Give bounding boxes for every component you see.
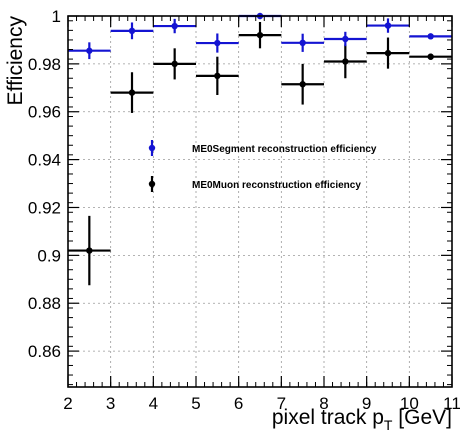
x-tick-label: 8 <box>319 394 328 413</box>
x-tick-label: 4 <box>149 394 158 413</box>
data-point-muon <box>342 58 349 65</box>
data-point-segment <box>342 35 349 43</box>
x-tick-label: 11 <box>443 394 461 413</box>
axis-ticks: 2 3 4 5 6 7 8 9 10 11 0.86 0.88 0.9 0.92 0.94 0.96 0.98 1 <box>28 7 461 413</box>
data-point-segment <box>214 39 221 47</box>
plot-frame <box>67 15 453 388</box>
y-tick-label: 0.9 <box>37 246 61 265</box>
x-tick-label: 2 <box>63 394 72 413</box>
y-tick-label: 0.86 <box>28 342 61 361</box>
data-point-muon <box>384 49 392 57</box>
x-tick-label: 10 <box>400 394 419 413</box>
x-tick-label: 9 <box>362 394 371 413</box>
data-point-muon <box>256 31 264 39</box>
x-tick-label: 3 <box>106 394 115 413</box>
y-tick-label: 0.94 <box>28 151 61 170</box>
y-tick-label: 0.88 <box>28 294 61 313</box>
data-point-muon <box>128 89 136 96</box>
x-axis-title-subscript: T <box>384 417 393 433</box>
x-axis-title: pixel track pT [GeV] <box>272 406 452 433</box>
data-point-segment <box>128 27 136 35</box>
y-axis-title: Efficiency <box>4 16 27 106</box>
data-point-segment <box>171 22 178 30</box>
x-tick-label: 7 <box>277 394 286 413</box>
legend-marker-muon <box>148 180 156 188</box>
y-tick-label: 0.92 <box>28 198 61 217</box>
legend-marker-segment <box>148 144 156 152</box>
legend-entry-muon: ME0Muon reconstruction efficiency <box>148 176 361 192</box>
x-axis-title-unit: [GeV] <box>392 406 452 429</box>
data-point-segment <box>86 47 93 54</box>
x-tick-label: 6 <box>234 394 243 413</box>
legend: ME0Segment reconstruction efficiency ME0… <box>148 140 377 192</box>
data-point-segment <box>384 22 392 29</box>
data-point-segment <box>427 33 434 40</box>
series-layer <box>68 12 452 286</box>
series-muon <box>68 21 452 286</box>
data-point-muon <box>427 53 434 60</box>
grid-lines <box>68 16 452 387</box>
y-tick-label: 1 <box>52 7 61 26</box>
x-axis-title-main: pixel track p <box>272 406 384 429</box>
legend-entry-segment: ME0Segment reconstruction efficiency <box>148 140 377 156</box>
y-tick-label: 0.98 <box>28 55 61 74</box>
legend-label-muon: ME0Muon reconstruction efficiency <box>192 180 361 191</box>
data-point-segment <box>299 39 306 47</box>
data-point-muon <box>214 72 221 80</box>
data-point-muon <box>299 81 306 88</box>
y-tick-label: 0.96 <box>28 103 61 122</box>
legend-label-segment: ME0Segment reconstruction efficiency <box>192 144 377 155</box>
data-point-muon <box>86 247 93 254</box>
x-tick-label: 5 <box>191 394 200 413</box>
data-point-muon <box>171 60 178 68</box>
